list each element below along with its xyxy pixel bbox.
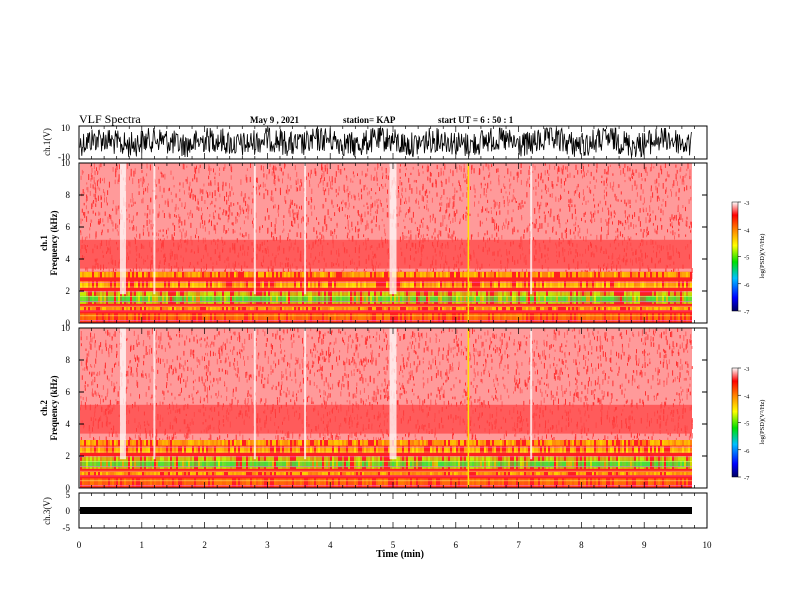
- time-tick-3: 3: [265, 540, 270, 550]
- spec1-ytick-6: 6: [66, 222, 71, 232]
- ch1-ytick-top: 10: [61, 123, 71, 133]
- colorbar-tick--5: -5: [744, 255, 749, 262]
- time-tick-9: 9: [642, 540, 647, 550]
- colorbar-tick--7: -7: [744, 309, 750, 316]
- ch2-spec-ylabel-line1: ch.2: [39, 400, 49, 416]
- ch2-colorbar-label: log(PSD)(V²/Hz): [759, 400, 766, 445]
- time-axis-title: Time (min): [376, 549, 424, 560]
- spec1-ytick-0: 0: [66, 318, 71, 328]
- ch1-colorbar: -3 -4 -5 -6 -7 log(PSD)(V²/Hz): [731, 200, 766, 316]
- time-tick-10: 10: [703, 540, 713, 550]
- ch1-colorbar-label: log(PSD)(V²/Hz): [759, 234, 766, 279]
- ch1-trace-ylabel: ch.1(V): [42, 128, 52, 156]
- spec2-ytick-4: 4: [66, 419, 71, 429]
- time-tick-7: 7: [516, 540, 521, 550]
- date-label: May 9 , 2021: [250, 115, 299, 125]
- figure-title: VLF Spectra: [79, 112, 141, 126]
- time-tick-2: 2: [202, 540, 207, 550]
- spec2-ytick-6: 6: [66, 387, 71, 397]
- colorbar-tick--7: -7: [744, 475, 750, 482]
- spec1-ytick-4: 4: [66, 254, 71, 264]
- ch2-yticks: 0 2 4 6 8 10: [61, 323, 707, 493]
- start-time-label: start UT = 6 : 50 : 1: [438, 115, 514, 125]
- time-tick-5: 5: [391, 540, 396, 550]
- ch1-spec-ylabel-line2: Frequency (kHz): [49, 210, 59, 275]
- time-tick-8: 8: [579, 540, 584, 550]
- time-axis-ticks: [78, 126, 708, 528]
- ch1-ytick-bottom: -10: [58, 152, 70, 162]
- ch3-ytick-bottom: -5: [63, 523, 71, 533]
- colorbar-tick--3: -3: [744, 366, 749, 373]
- colorbar-tick--5: -5: [744, 421, 749, 428]
- time-tick-0: 0: [77, 540, 82, 550]
- ch1-waveform-trace: [79, 126, 692, 158]
- ch2-spec-ylabel-line2: Frequency (kHz): [49, 375, 59, 440]
- ch1-yticks: 0 2 4 6 8 10: [61, 158, 707, 328]
- spec2-ytick-0: 0: [66, 483, 71, 493]
- ch2-spectrogram-panel: 0 2 4 6 8 10 ch.2 Frequency (kHz): [39, 323, 708, 493]
- station-label: station= KAP: [343, 115, 396, 125]
- spec2-ytick-2: 2: [66, 451, 71, 461]
- colorbar-tick--4: -4: [744, 393, 750, 400]
- ch3-ytick-mid: 0: [66, 506, 71, 516]
- ch2-spectrogram-image: [80, 328, 693, 488]
- spec1-ytick-2: 2: [66, 286, 71, 296]
- spec1-ytick-8: 8: [66, 190, 71, 200]
- ch3-trace-ylabel: ch.3(V): [42, 497, 52, 525]
- colorbar-tick--3: -3: [744, 200, 749, 207]
- ch3-ytick-top: 5: [66, 490, 71, 500]
- ch1-spectrogram-panel: 0 2 4 6 8 10 ch.1 Frequency (kHz): [39, 158, 708, 328]
- colorbar-tick--4: -4: [744, 227, 750, 234]
- colorbar-tick--6: -6: [744, 448, 750, 455]
- time-tick-4: 4: [328, 540, 333, 550]
- time-tick-1: 1: [140, 540, 145, 550]
- spec1-ytick-10: 10: [61, 158, 71, 168]
- time-tick-6: 6: [454, 540, 459, 550]
- spec2-ytick-8: 8: [66, 355, 71, 365]
- spec2-ytick-10: 10: [61, 323, 71, 333]
- ch3-waveform-trace: [80, 507, 692, 514]
- ch1-spectrogram-image: [80, 163, 693, 323]
- ch2-colorbar: -3 -4 -5 -6 -7 log(PSD)(V²/Hz): [731, 366, 766, 482]
- colorbar-tick--6: -6: [744, 282, 750, 289]
- ch1-spec-ylabel-line1: ch.1: [39, 235, 49, 251]
- time-axis-labels: 0 1 2 3 4 5 6 7 8 9 10: [77, 540, 712, 550]
